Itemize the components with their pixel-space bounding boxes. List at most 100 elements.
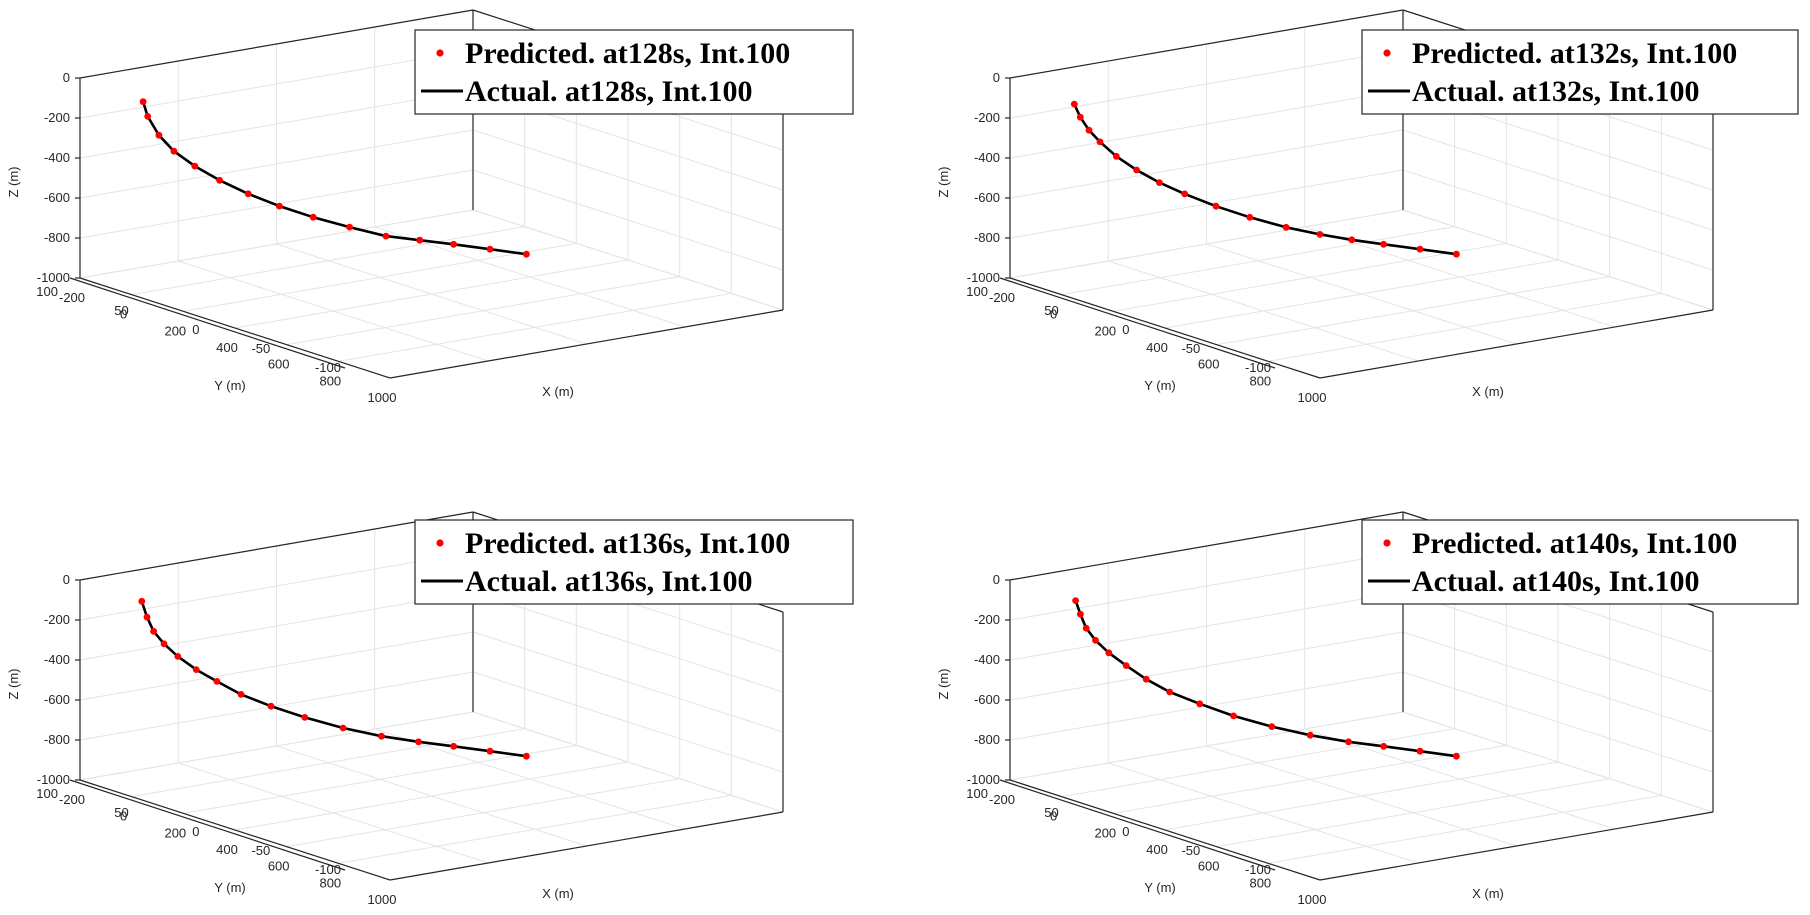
floor-gridline-y [374, 226, 685, 328]
subplot-1: -1000-800-600-400-2000-20002004006008001… [6, 9, 854, 405]
z-axis-title: Z (m) [6, 668, 21, 699]
y-axis-title: Y (m) [1144, 880, 1176, 895]
z-tick-label: -1000 [967, 270, 1000, 285]
side-wall-gridline-z [472, 631, 784, 733]
legend: Predicted. at140s, Int.100 Actual. at140s… [1361, 519, 1799, 605]
back-wall-gridline-z [1009, 89, 1404, 159]
y-tick-label: 0 [192, 824, 199, 839]
subplot-2: -1000-800-600-400-2000-20002004006008001… [936, 9, 1799, 405]
predicted-point [416, 236, 424, 244]
y-tick-label: -100 [315, 360, 341, 375]
subplot-4: -1000-800-600-400-2000-20002004006008001… [936, 511, 1799, 907]
predicted-point [1142, 675, 1150, 683]
legend-predicted-marker [436, 49, 444, 57]
y-tick-label: 50 [1044, 805, 1058, 820]
side-wall-gridline-z [1402, 591, 1714, 693]
y-axis-title: Y (m) [1144, 378, 1176, 393]
floor-gridline-y [276, 745, 587, 847]
z-tick-label: -800 [974, 732, 1000, 747]
y-tick-label: 50 [114, 303, 128, 318]
y-tick-label: -50 [251, 843, 270, 858]
legend-actual-label: Actual. at128s, Int.100 [465, 75, 753, 108]
y-tick-label: 0 [1122, 824, 1129, 839]
back-wall-gridline-z [1009, 169, 1404, 239]
x-tick-label: 800 [1249, 373, 1271, 388]
x-tick-label: 1000 [1298, 390, 1327, 405]
predicted-point [1156, 179, 1163, 187]
y-tick-label: 100 [966, 284, 988, 299]
z-axis-title: Z (m) [936, 166, 951, 197]
z-tick-label: -800 [44, 732, 70, 747]
z-tick-label: -600 [44, 190, 70, 205]
z-tick-label: -200 [974, 612, 1000, 627]
predicted-point [1077, 610, 1084, 618]
predicted-point [523, 250, 530, 258]
predicted-point [382, 232, 390, 240]
floor-gridline-y [276, 243, 587, 345]
x-axis-title: X (m) [542, 886, 574, 901]
back-wall-gridline-z [79, 209, 474, 279]
side-wall-gridline-z [472, 671, 784, 773]
x-tick-label: 200 [164, 323, 186, 338]
x-tick-label: 0 [120, 307, 127, 322]
x-tick-label: -200 [989, 290, 1015, 305]
legend-actual-label: Actual. at132s, Int.100 [1412, 75, 1700, 108]
back-wall-gridline-z [1009, 551, 1404, 621]
predicted-point [415, 738, 422, 746]
y-axis-title: Y (m) [214, 880, 246, 895]
predicted-point [309, 213, 317, 221]
predicted-point [339, 724, 347, 732]
predicted-point [244, 190, 252, 198]
x-tick-label: 800 [319, 875, 341, 890]
legend: Predicted. at132s, Int.100 Actual. at132s… [1361, 29, 1799, 115]
z-tick-label: -800 [44, 230, 70, 245]
predicted-point [267, 702, 275, 710]
z-tick-label: 0 [993, 572, 1000, 587]
y-tick-label: -50 [1181, 341, 1200, 356]
y-tick-label: 0 [1122, 322, 1129, 337]
legend-predicted-marker [436, 539, 444, 547]
predicted-point [216, 176, 224, 184]
legend: Predicted. at136s, Int.100 Actual. at136s… [414, 519, 854, 605]
y-tick-label: 50 [114, 805, 128, 820]
legend-box [1361, 519, 1799, 605]
back-wall-gridline-z [1009, 209, 1404, 279]
box-edge [1319, 811, 1714, 881]
predicted-point [143, 613, 151, 621]
predicted-point [1105, 649, 1113, 657]
predicted-point [1082, 624, 1090, 632]
predicted-point [1096, 138, 1104, 146]
predicted-point [486, 747, 494, 755]
x-tick-label: 0 [1050, 809, 1057, 824]
predicted-point [1453, 250, 1460, 258]
side-wall-gridline-z [1402, 631, 1714, 733]
floor-gridline-y [178, 762, 489, 864]
back-wall-gridline-z [1009, 129, 1404, 199]
z-tick-label: -400 [44, 150, 70, 165]
z-tick-label: -400 [974, 652, 1000, 667]
x-tick-label: 200 [1094, 323, 1116, 338]
predicted-point [1416, 747, 1424, 755]
predicted-point [1166, 688, 1174, 696]
x-tick-label: 200 [164, 825, 186, 840]
y-tick-label: 100 [36, 786, 58, 801]
legend-predicted-label: Predicted. at140s, Int.100 [1412, 527, 1737, 560]
side-wall-gridline-z [1402, 209, 1714, 311]
floor-gridline-y [1304, 226, 1615, 328]
x-tick-label: 400 [1146, 340, 1168, 355]
x-tick-label: 1000 [368, 892, 397, 907]
z-tick-label: -600 [974, 190, 1000, 205]
z-axis-title: Z (m) [936, 668, 951, 699]
z-tick-label: -800 [974, 230, 1000, 245]
predicted-point [1122, 662, 1130, 669]
x-tick-label: -200 [989, 792, 1015, 807]
box-edge [1009, 511, 1404, 581]
floor-gridline-y [1206, 243, 1517, 345]
predicted-point [1212, 202, 1220, 210]
x-tick-label: 600 [1198, 859, 1220, 874]
side-wall-gridline-z [1402, 129, 1714, 231]
predicted-point [1076, 113, 1084, 121]
back-wall-gridline-z [79, 591, 474, 661]
back-wall-gridline-z [79, 711, 474, 781]
